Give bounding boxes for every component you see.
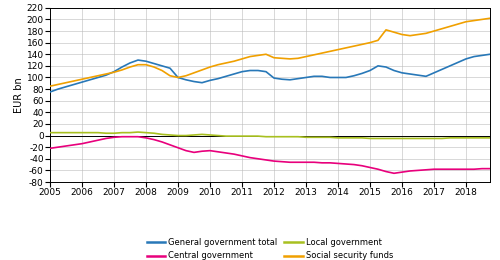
Legend: General government total, Central government, Local government, Social security : General government total, Central govern… [144,235,396,260]
Y-axis label: EUR bn: EUR bn [14,77,24,113]
